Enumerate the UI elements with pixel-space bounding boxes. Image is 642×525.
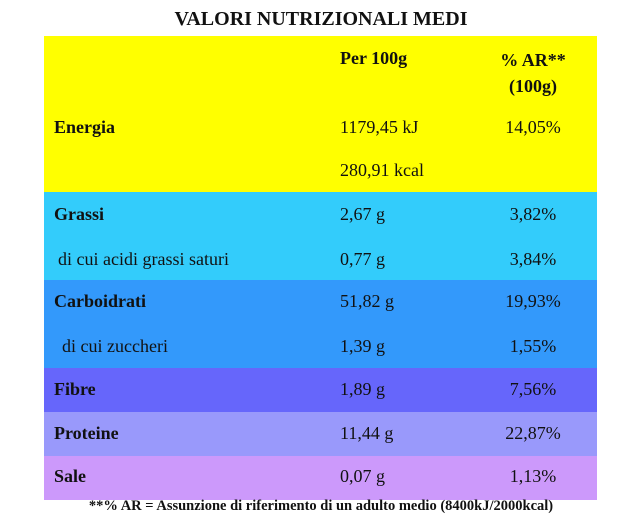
cell: 1179,45 kJ <box>340 117 419 137</box>
cell: 1,39 g <box>340 336 385 356</box>
cell: 11,44 g <box>340 423 394 443</box>
band-salt <box>44 456 597 500</box>
title: VALORI NUTRIZIONALI MEDI <box>174 8 468 30</box>
cell: 280,91 kcal <box>340 160 424 180</box>
row-label: Sale <box>54 466 87 486</box>
cell: 3,84% <box>509 249 557 269</box>
band-fat <box>44 192 597 280</box>
header-cell: Per 100g <box>340 48 408 68</box>
cell: 0,77 g <box>340 249 385 269</box>
cell: 1,89 g <box>340 379 385 399</box>
row-label: Energia <box>54 117 115 137</box>
row-label: Carboidrati <box>54 291 146 311</box>
cell: 1,55% <box>509 336 557 356</box>
cell: 0,07 g <box>340 466 385 486</box>
band-fibre <box>44 368 597 412</box>
row-label: di cui zuccheri <box>62 336 168 356</box>
cell: 1,13% <box>509 466 557 486</box>
cell: 51,82 g <box>340 291 394 311</box>
cell: 3,82% <box>509 204 557 224</box>
band-carbs <box>44 280 597 368</box>
band-energy <box>44 36 597 192</box>
cell: 2,67 g <box>340 204 385 224</box>
cell: 7,56% <box>509 379 557 399</box>
row-label: Grassi <box>54 204 105 224</box>
row-label: Proteine <box>54 423 119 443</box>
cell: 14,05% <box>505 117 561 137</box>
cell: 22,87% <box>505 423 561 443</box>
row-label: Fibre <box>54 379 96 399</box>
row-label: di cui acidi grassi saturi <box>58 249 229 269</box>
header-cell: % AR** (100g) <box>500 50 566 96</box>
band-protein <box>44 412 597 456</box>
footnote: **% AR = Assunzione di riferimento di un… <box>88 498 554 514</box>
cell: 19,93% <box>505 291 561 311</box>
